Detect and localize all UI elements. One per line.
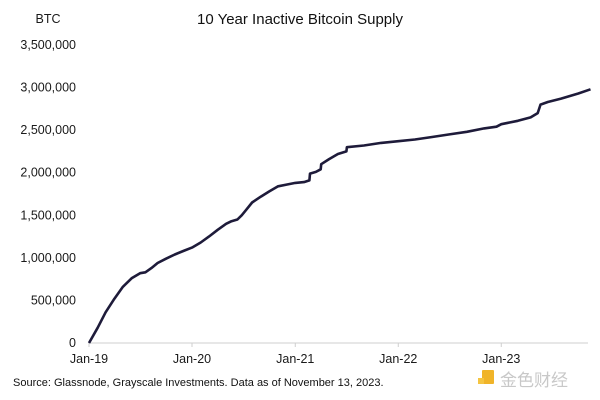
y-tick-label: 2,500,000 [20,123,76,137]
x-tick-label: Jan-22 [379,352,417,366]
watermark-text: 金色财经 [500,371,568,391]
source-note: Source: Glassnode, Grayscale Investments… [13,377,384,389]
series-line [87,88,591,344]
y-tick-label: 3,000,000 [20,81,76,95]
y-axis-label: BTC [36,12,61,26]
y-tick-label: 2,000,000 [20,166,76,180]
x-tick-label: Jan-23 [482,352,520,366]
x-tick-label: Jan-19 [70,352,108,366]
y-tick-label: 0 [69,336,76,350]
y-tick-label: 3,500,000 [20,38,76,52]
chart-title: 10 Year Inactive Bitcoin Supply [197,11,403,28]
watermark-logo: 金色财经 [478,370,568,391]
y-tick-label: 1,000,000 [20,251,76,265]
y-tick-label: 1,500,000 [20,208,76,222]
x-tick-label: Jan-21 [276,352,314,366]
x-tick-label: Jan-20 [173,352,211,366]
y-tick-label: 500,000 [31,293,76,307]
